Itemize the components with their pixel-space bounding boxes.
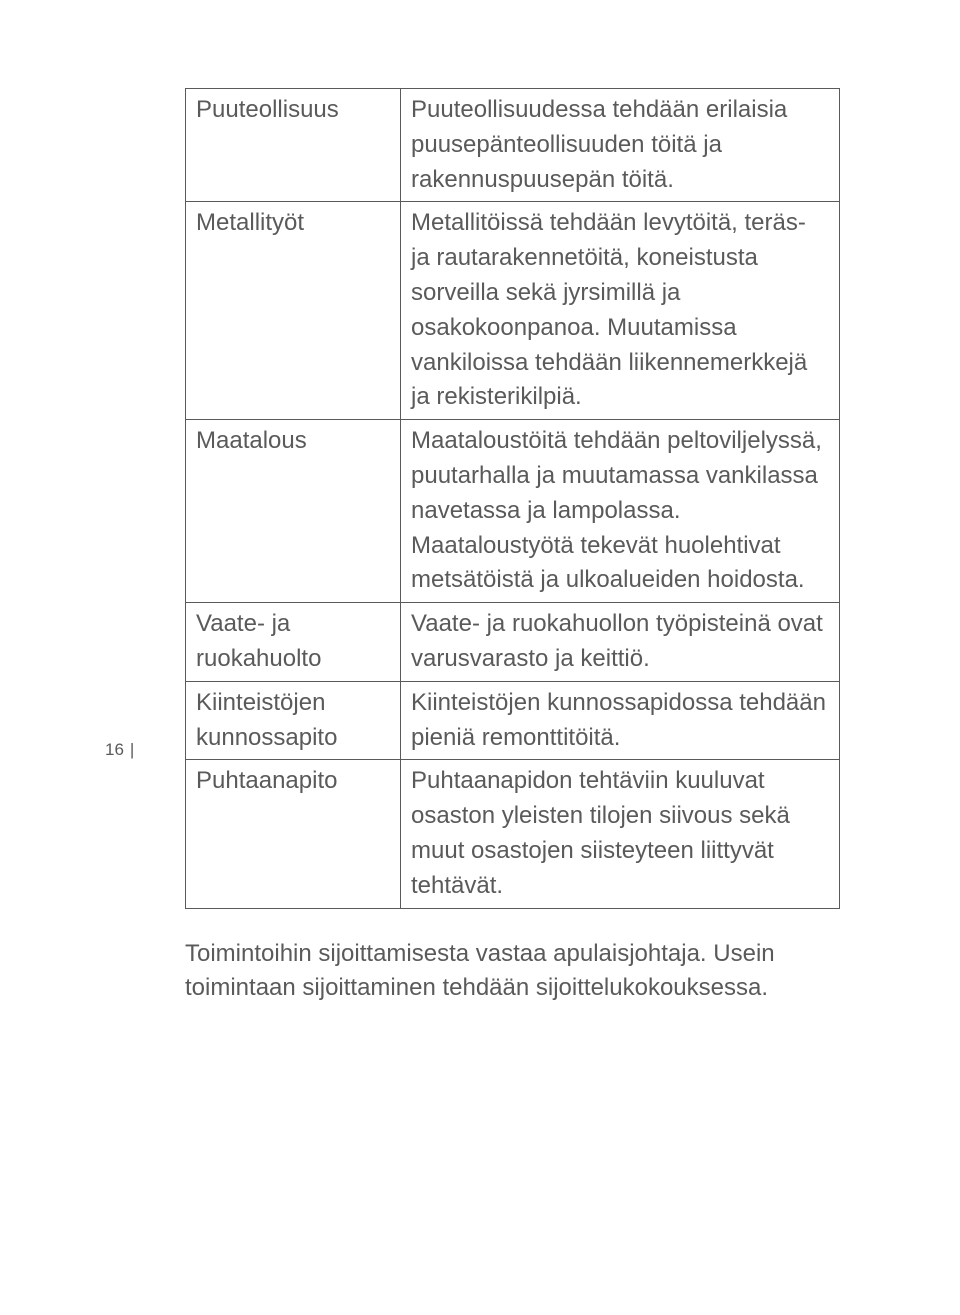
- row-label: Puuteollisuus: [186, 89, 401, 202]
- table-row: Kiinteistöjen kunnossapito Kiinteistöjen…: [186, 681, 840, 760]
- row-text: Puuteollisuudessa tehdään erilaisia puus…: [401, 89, 840, 202]
- content-table: Puuteollisuus Puuteollisuudessa tehdään …: [185, 88, 840, 909]
- page-number-value: 16: [105, 740, 124, 759]
- row-text: Maataloustöitä tehdään peltoviljelyssä, …: [401, 420, 840, 603]
- table-row: Vaate- ja ruokahuolto Vaate- ja ruokahuo…: [186, 603, 840, 682]
- row-label: Vaate- ja ruokahuolto: [186, 603, 401, 682]
- page-number: 16 |: [105, 740, 134, 760]
- row-text: Puhtaanapidon tehtäviin kuuluvat osaston…: [401, 760, 840, 908]
- page-number-separator: |: [130, 740, 134, 760]
- row-label: Puhtaanapito: [186, 760, 401, 908]
- table-row: Puhtaanapito Puhtaanapidon tehtäviin kuu…: [186, 760, 840, 908]
- body-paragraph: Toimintoihin sijoittamisesta vastaa apul…: [185, 937, 840, 1007]
- row-text: Metallitöissä tehdään levytöitä, teräs- …: [401, 202, 840, 420]
- row-text: Kiinteistöjen kunnossapidossa tehdään pi…: [401, 681, 840, 760]
- row-label: Metallityöt: [186, 202, 401, 420]
- row-label: Maatalous: [186, 420, 401, 603]
- table-row: Maatalous Maataloustöitä tehdään peltovi…: [186, 420, 840, 603]
- document-page: 16 | Puuteollisuus Puuteollisuudessa tehd…: [0, 0, 960, 1315]
- table-row: Metallityöt Metallitöissä tehdään levytö…: [186, 202, 840, 420]
- table-row: Puuteollisuus Puuteollisuudessa tehdään …: [186, 89, 840, 202]
- row-label: Kiinteistöjen kunnossapito: [186, 681, 401, 760]
- row-text: Vaate- ja ruokahuollon työpisteinä ovat …: [401, 603, 840, 682]
